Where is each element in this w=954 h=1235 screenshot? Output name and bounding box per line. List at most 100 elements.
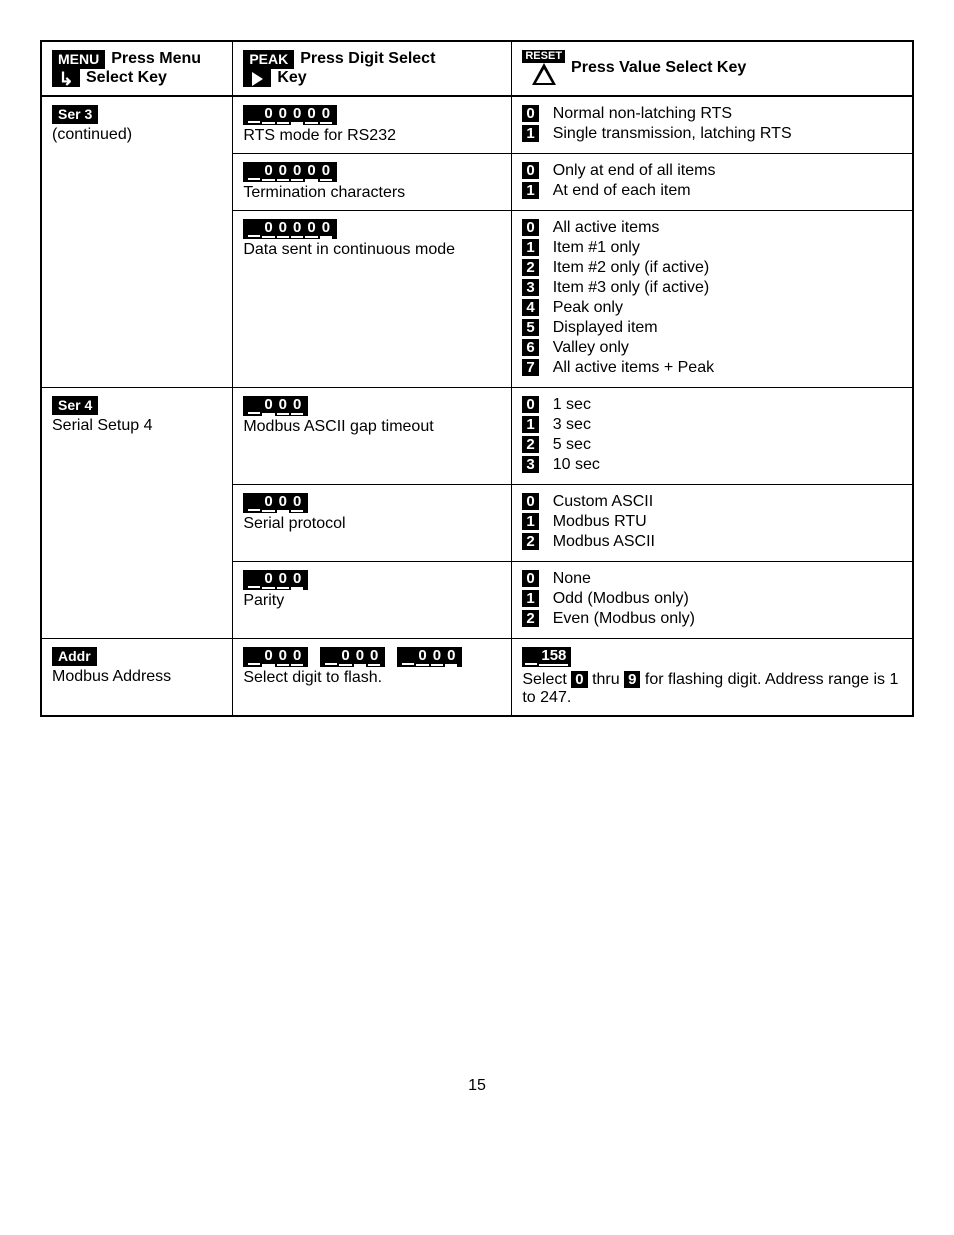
ser4-r3-desc: Parity [243,592,501,610]
value-list: 0None1Odd (Modbus only)2Even (Modbus onl… [522,570,695,630]
value-text: All active items + Peak [553,359,714,379]
value-key: 0 [522,219,538,236]
play-arrow-icon [243,69,271,87]
digit-display: 00000 [243,162,337,182]
value-key: 5 [522,319,538,336]
value-key: 6 [522,339,538,356]
value-text: 1 sec [553,396,600,416]
addr-value-chip: 158 [539,647,568,666]
addr-desc: Select digit to flash. [243,669,501,687]
value-key: 1 [522,182,538,199]
ser3-r1-digit-cell: 00000 RTS mode for RS232 [233,96,512,154]
addr-label-cell: Addr Modbus Address [41,638,233,716]
digit-display: 000 [397,647,462,667]
value-list: 0 Normal non-latching RTS 1 Single transmis… [522,105,791,145]
ser3-label-cell: Ser 3 (continued) [41,96,233,388]
ser3-r2-vals-cell: 0 Only at end of all items 1 At end of each… [512,153,913,210]
header-peak-cell: PEAK Press Digit Select Key [233,41,512,96]
digit-display: 000 [320,647,385,667]
addr-text-mid: thru [588,671,624,688]
value-key: 0 [522,162,538,179]
value-text: Single transmission, latching RTS [553,125,792,145]
value-text: Displayed item [553,319,714,339]
ser3-r2-digit-cell: 00000 Termination characters [233,153,512,210]
ser3-r3-digit-cell: 00000 Data sent in continuous mode [233,210,512,387]
value-text: Only at end of all items [553,162,716,182]
addr-label-sub: Modbus Address [52,668,222,686]
addr-value-display: 158 [522,647,571,667]
value-text: Item #3 only (if active) [553,279,714,299]
ser3-r1-desc: RTS mode for RS232 [243,127,501,145]
value-key: 2 [522,533,538,550]
header-peak-text1: Press Digit Select [300,50,435,68]
value-key: 1 [522,239,538,256]
ser3-r3-vals-cell: 0 All active items 1 Item #1 only 2 Item #2 o… [512,210,913,387]
value-text: Modbus ASCII [553,533,655,553]
ser3-r3-desc: Data sent in continuous mode [243,241,501,259]
page-number: 15 [40,1077,914,1095]
menu-chip: MENU [52,50,105,69]
value-text: Item #1 only [553,239,714,259]
ser4-r2-digit-cell: 000 Serial protocol [233,484,512,561]
digit-display: 00000 [243,105,337,125]
digit-display: 000 [243,493,308,513]
value-key: 1 [522,513,538,530]
value-list: 0 Only at end of all items 1 At end of each… [522,162,715,202]
value-text: Normal non-latching RTS [553,105,792,125]
ser4-label-sub: Serial Setup 4 [52,417,222,435]
value-key: 3 [522,279,538,296]
ser3-label-chip: Ser 3 [52,105,98,124]
value-list: 01 sec13 sec25 sec310 sec [522,396,599,476]
value-key: 1 [522,590,538,607]
header-menu-text2: Select Key [86,69,167,87]
addr-key-0: 0 [571,671,587,688]
reset-chip: RESET [522,50,565,63]
addr-digit-cell: 000000000 Select digit to flash. [233,638,512,716]
value-key: 2 [522,259,538,276]
value-key: 0 [522,105,538,122]
value-key: 2 [522,610,538,627]
header-menu-cell: MENU Press Menu ↳ Select Key [41,41,233,96]
addr-val-text: Select 0 thru 9 for flashing digit. Addr… [522,671,902,707]
value-list: 0 All active items 1 Item #1 only 2 Item #2 o… [522,219,714,379]
value-text: At end of each item [553,182,716,202]
value-key: 1 [522,125,538,142]
addr-vals-cell: 158 Select 0 thru 9 for flashing digit. … [512,638,913,716]
value-list: 0 Custom ASCII 1 Modbus RTU 2 Modbus ASCII [522,493,655,553]
ser4-label-chip: Ser 4 [52,396,98,415]
value-text: Modbus RTU [553,513,655,533]
header-reset-text: Press Value Select Key [571,59,746,77]
ser4-r1-vals-cell: 01 sec13 sec25 sec310 sec [512,387,913,484]
addr-text-pre: Select [522,671,571,688]
value-key: 2 [522,436,538,453]
digit-display: 000 [243,396,308,416]
value-text: Even (Modbus only) [553,610,695,630]
value-text: Peak only [553,299,714,319]
digit-display: 000 [243,570,308,590]
value-text: 10 sec [553,456,600,476]
hook-arrow-icon: ↳ [52,69,80,87]
ser4-r2-desc: Serial protocol [243,515,501,533]
ser3-r2-desc: Termination characters [243,184,501,202]
value-text: Odd (Modbus only) [553,590,695,610]
ser4-label-cell: Ser 4 Serial Setup 4 [41,387,233,638]
ser4-r2-vals-cell: 0 Custom ASCII 1 Modbus RTU 2 Modbus ASCII [512,484,913,561]
value-text: 5 sec [553,436,600,456]
value-key: 0 [522,493,538,510]
value-text: Valley only [553,339,714,359]
value-key: 0 [522,570,538,587]
triangle-up-icon [532,63,556,85]
value-text: Item #2 only (if active) [553,259,714,279]
ser4-r3-vals-cell: 0None1Odd (Modbus only)2Even (Modbus onl… [512,561,913,638]
value-key: 4 [522,299,538,316]
value-key: 7 [522,359,538,376]
peak-chip: PEAK [243,50,294,69]
value-text: All active items [553,219,714,239]
value-text: Custom ASCII [553,493,655,513]
ser4-r1-digit-cell: 000 Modbus ASCII gap timeout [233,387,512,484]
settings-table: MENU Press Menu ↳ Select Key PEAK Press … [40,40,914,717]
addr-key-9: 9 [624,671,640,688]
value-text: 3 sec [553,416,600,436]
value-key: 1 [522,416,538,433]
ser3-r1-vals-cell: 0 Normal non-latching RTS 1 Single transmis… [512,96,913,154]
